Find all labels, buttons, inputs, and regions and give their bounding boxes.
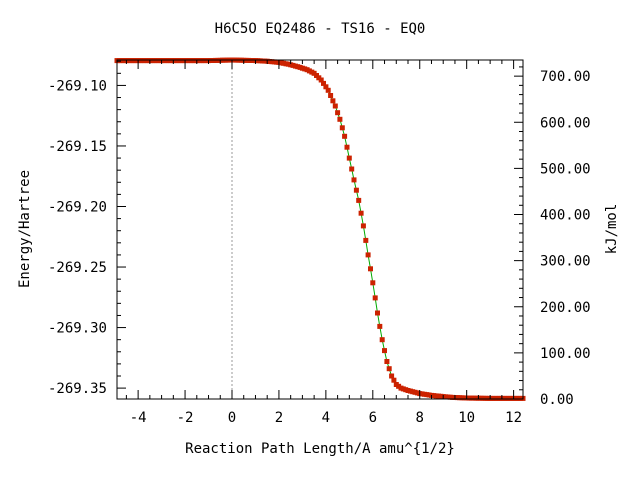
x-tick-label: 8 xyxy=(416,410,424,426)
data-point xyxy=(356,197,362,203)
data-point xyxy=(344,144,350,150)
data-point xyxy=(368,266,373,272)
data-point xyxy=(346,155,352,161)
y-tick-label: -269.25 xyxy=(48,260,107,276)
y2-tick-label: 300.00 xyxy=(540,254,591,270)
data-point xyxy=(360,223,366,229)
data-point xyxy=(384,359,390,364)
data-point xyxy=(382,348,387,354)
data-point xyxy=(321,80,326,86)
y2-tick-label: 0.00 xyxy=(540,392,574,408)
y-tick-label: -269.35 xyxy=(48,381,107,397)
data-point xyxy=(328,93,334,98)
x-tick-label: -4 xyxy=(130,410,147,426)
data-point xyxy=(365,252,371,258)
y2-tick-label: 700.00 xyxy=(540,69,591,85)
y-tick-label: -269.20 xyxy=(48,199,107,215)
x-axis-label: Reaction Path Length/A amu^{1/2} xyxy=(185,441,455,457)
y2-tick-label: 500.00 xyxy=(540,161,591,177)
data-point xyxy=(377,323,383,329)
plot-frame xyxy=(116,59,524,400)
data-point xyxy=(330,98,336,104)
data-point xyxy=(325,87,331,93)
data-point xyxy=(386,366,392,372)
x-tick-label: 6 xyxy=(369,410,377,426)
y2-tick-label: 200.00 xyxy=(540,300,591,316)
y2-axis-label: kJ/mol xyxy=(604,204,620,255)
data-point xyxy=(370,280,376,286)
data-point xyxy=(358,210,364,216)
x-tick-label: 2 xyxy=(275,410,283,426)
data-point xyxy=(342,133,348,139)
data-point xyxy=(353,187,359,193)
y-axis-label: Energy/Hartree xyxy=(17,170,33,288)
data-point xyxy=(335,110,341,116)
data-point xyxy=(318,77,324,83)
x-tick-label: 12 xyxy=(505,410,522,426)
y-tick-label: -269.30 xyxy=(48,321,107,337)
plot-area xyxy=(114,57,526,401)
data-point xyxy=(363,237,369,243)
x-tick-label: 4 xyxy=(322,410,330,426)
chart-title: H6C5O EQ2486 - TS16 - EQ0 xyxy=(215,21,426,37)
data-point xyxy=(323,84,329,90)
x-tick-label: -2 xyxy=(177,410,194,426)
data-point xyxy=(349,166,355,172)
data-point xyxy=(389,373,395,379)
x-tick-label: 0 xyxy=(228,410,236,426)
data-point xyxy=(339,125,345,131)
data-point xyxy=(372,295,378,301)
axes: -4 -2 0 2 4 6 8 10 12 -269.10 -269.15 -269.20 -269.2… xyxy=(48,59,591,426)
y2-tick-label: 600.00 xyxy=(540,115,591,131)
y2-tick-label: 100.00 xyxy=(540,346,591,362)
y-tick-label: -269.15 xyxy=(48,139,107,155)
data-point xyxy=(332,103,338,109)
data-point xyxy=(375,310,380,316)
data-point xyxy=(391,377,397,383)
y2-tick-label: 400.00 xyxy=(540,208,591,224)
series-line xyxy=(117,59,523,399)
y-tick-label: -269.10 xyxy=(48,78,107,94)
data-point xyxy=(379,337,385,343)
data-point xyxy=(337,116,343,122)
x-tick-label: 10 xyxy=(458,410,475,426)
data-point xyxy=(351,177,357,183)
